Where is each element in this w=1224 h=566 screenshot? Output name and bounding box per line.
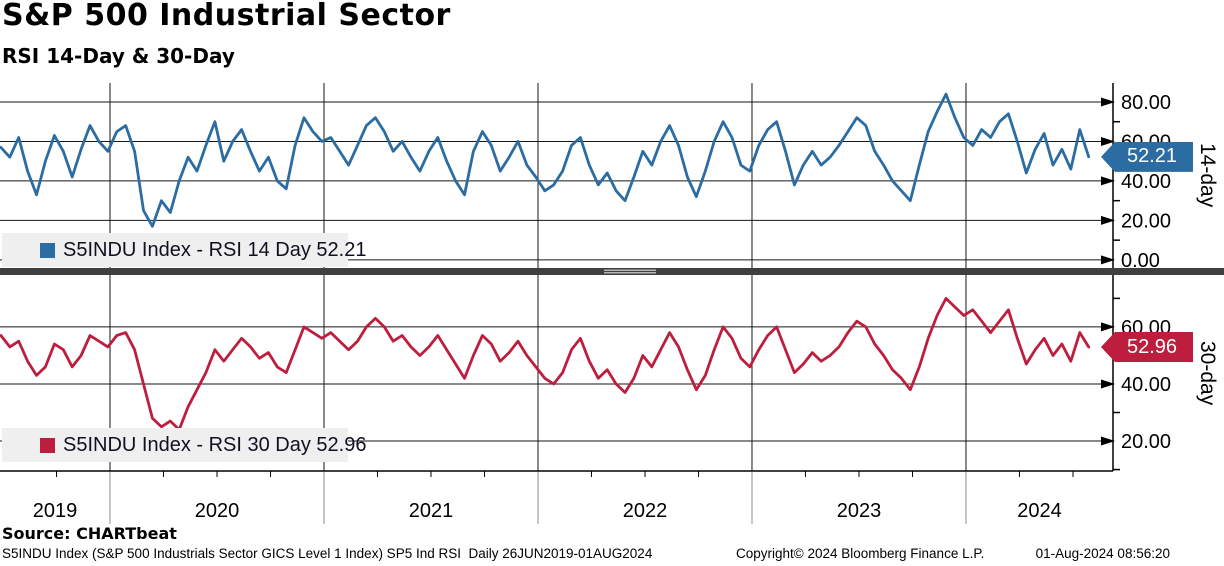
legend-rsi-14[interactable]: S5INDU Index - RSI 14 Day 52.21 [2,233,366,267]
y-tick-arrow-icon [1101,176,1115,186]
x-axis: 2019 2020 2021 2022 2023 2024 [0,470,1113,524]
y-tick-label: 0.00 [1121,250,1160,272]
legend-label-rsi-14: S5INDU Index - RSI 14 Day 52.21 [63,238,367,261]
rsi-14-panel-axis-label: 14-day [1196,143,1219,208]
chart-subtitle: RSI 14-Day & 30-Day [2,44,235,68]
x-tick-label: 2021 [409,500,454,522]
footer-fineprint: S5INDU Index (S&P 500 Industrials Sector… [0,546,1224,564]
chart-description: S5INDU Index (S&P 500 Industrials Sector… [2,546,653,561]
y-tick-arrow-icon [1101,379,1115,389]
rsi-30-panel-axis-label: 30-day [1196,340,1219,406]
rsi-14-last-value-badge: 52.21 [1101,141,1193,172]
legend-rsi-30[interactable]: S5INDU Index - RSI 30 Day 52.96 [2,428,366,462]
legend-swatch-rsi-30-icon [40,437,55,453]
y-tick-label: 20.00 [1121,431,1171,453]
y-tick-label: 80.00 [1121,92,1171,114]
y-tick-arrow-icon [1101,97,1115,107]
y-tick-arrow-icon [1101,322,1115,332]
timestamp: 01-Aug-2024 08:56:20 [1035,546,1170,561]
rsi-30-last-value-badge: 52.96 [1101,332,1193,362]
panel-resize-handle[interactable] [604,268,656,275]
legend-label-rsi-30: S5INDU Index - RSI 30 Day 52.96 [63,433,367,456]
copyright-notice: Copyright© 2024 Bloomberg Finance L.P. [736,546,985,561]
source-label: Source: CHARTbeat [2,524,177,543]
y-tick-arrow-icon [1101,436,1115,446]
y-tick-arrow-icon [1101,215,1115,225]
x-tick-label: 2024 [1017,500,1062,522]
x-tick-label: 2019 [33,500,78,522]
rsi-line-14-day[interactable] [0,92,1091,228]
x-tick-label: 2022 [623,500,668,522]
chart-title: S&P 500 Industrial Sector [2,0,451,33]
y-tick-arrow-icon [1101,136,1115,146]
y-tick-label: 40.00 [1121,374,1171,396]
y-tick-label: 20.00 [1121,210,1171,232]
y-tick-arrow-icon [1101,255,1115,265]
x-tick-label: 2020 [195,500,240,522]
x-tick-label: 2023 [837,500,882,522]
rsi-line-30-day[interactable] [0,296,1091,432]
y-tick-label: 40.00 [1121,171,1171,193]
legend-swatch-rsi-14-icon [40,242,55,258]
